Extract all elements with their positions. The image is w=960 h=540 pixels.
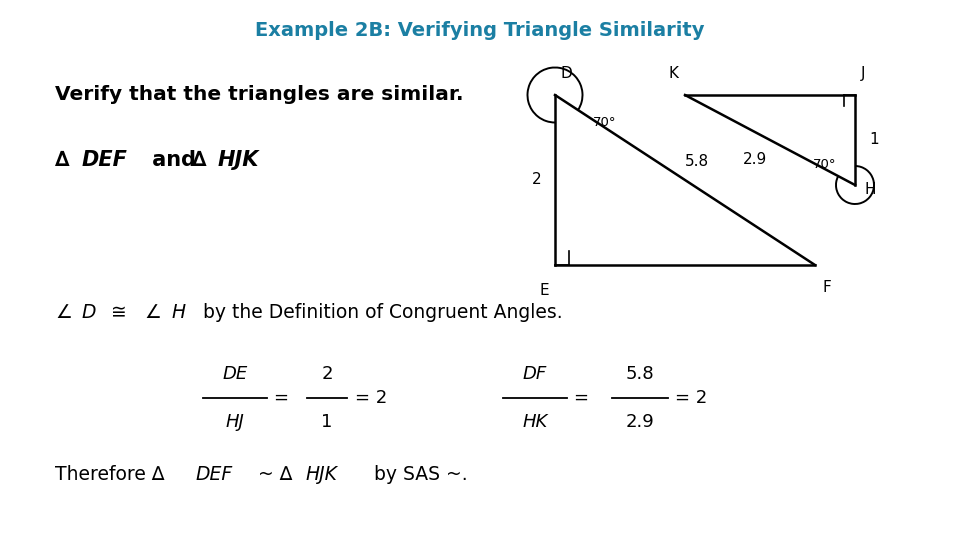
Text: 2.9: 2.9 [626,413,655,431]
Text: D: D [82,302,97,321]
Text: ≅: ≅ [105,302,132,321]
Text: HJK: HJK [306,465,338,484]
Text: HJ: HJ [226,413,245,431]
Text: Therefore ∆: Therefore ∆ [55,465,164,484]
Text: Verify that the triangles are similar.: Verify that the triangles are similar. [55,85,464,105]
Text: 70°: 70° [813,159,836,172]
Text: 2: 2 [532,172,541,187]
Text: ~ ∆: ~ ∆ [252,465,292,484]
Text: 70°: 70° [593,117,616,130]
Text: = 2: = 2 [675,389,708,407]
Text: 1: 1 [322,413,333,431]
Text: = 2: = 2 [355,389,387,407]
Text: DF: DF [523,365,547,383]
Text: H: H [171,302,185,321]
Text: HK: HK [522,413,547,431]
Text: J: J [861,66,866,81]
Text: Example 2B: Verifying Triangle Similarity: Example 2B: Verifying Triangle Similarit… [255,21,705,39]
Text: F: F [823,280,831,295]
Text: ∠: ∠ [144,302,160,321]
Text: 2.9: 2.9 [743,152,767,167]
Text: by the Definition of Congruent Angles.: by the Definition of Congruent Angles. [197,302,563,321]
Text: ∆: ∆ [55,150,69,170]
Text: and: and [145,150,204,170]
Text: D: D [561,66,573,81]
Text: 5.8: 5.8 [626,365,655,383]
Text: E: E [540,283,549,298]
Text: ∠: ∠ [55,302,72,321]
Text: by SAS ~.: by SAS ~. [368,465,468,484]
Text: =: = [273,389,288,407]
Text: K: K [669,66,679,81]
Text: DEF: DEF [195,465,232,484]
Text: 1: 1 [869,132,878,147]
Text: DE: DE [223,365,248,383]
Text: =: = [573,389,588,407]
Text: 2: 2 [322,365,333,383]
Text: ∆: ∆ [192,150,206,170]
Text: H: H [865,183,876,198]
Text: 5.8: 5.8 [685,154,709,169]
Text: HJK: HJK [218,150,259,170]
Text: DEF: DEF [82,150,128,170]
